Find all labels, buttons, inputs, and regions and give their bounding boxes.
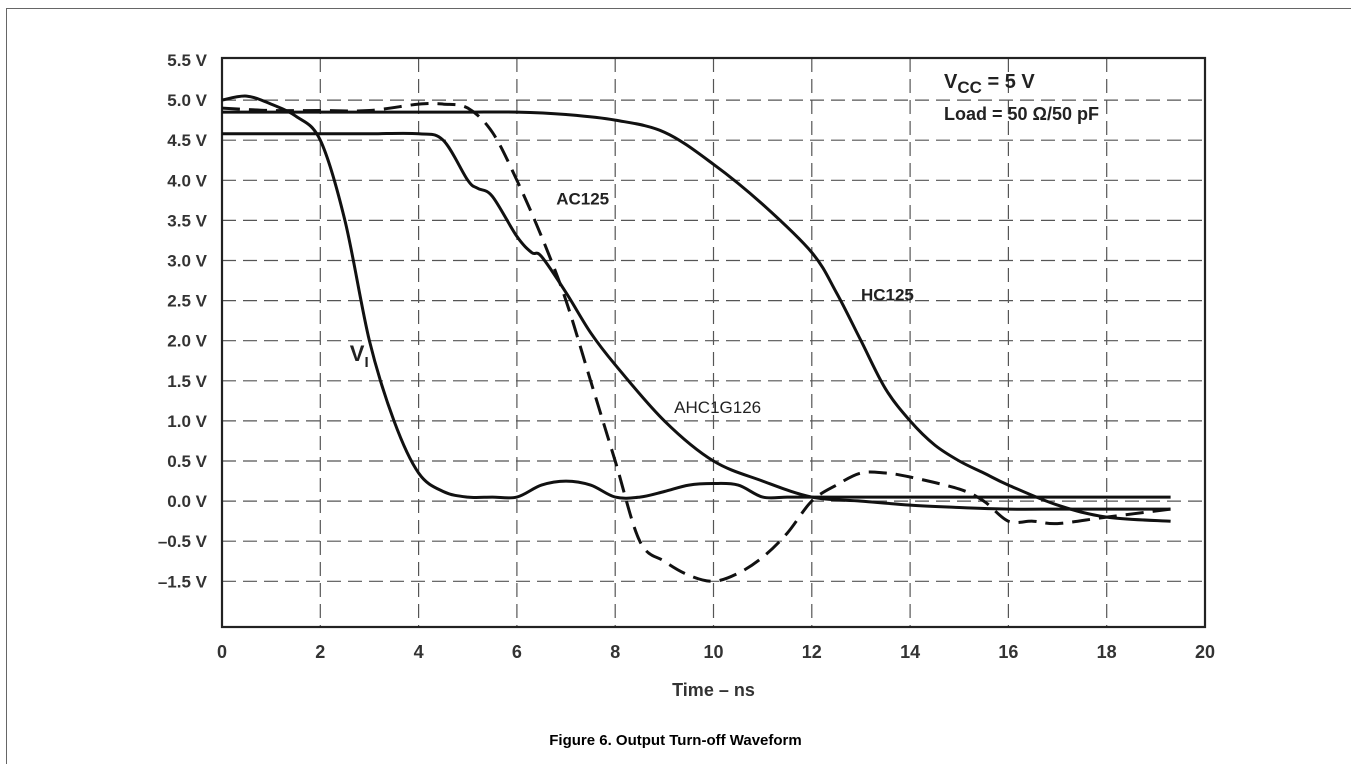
- x-tick-label: 0: [217, 642, 227, 662]
- y-tick-label: –0.5 V: [158, 532, 208, 551]
- y-tick-label: 1.5 V: [167, 372, 207, 391]
- y-tick-label: 5.5 V: [167, 51, 207, 70]
- x-tick-label: 6: [512, 642, 522, 662]
- x-tick-label: 10: [703, 642, 723, 662]
- y-tick-label: 2.5 V: [167, 292, 207, 311]
- series-label-ahc1g126: AHC1G126: [674, 398, 761, 417]
- y-tick-label: 0.0 V: [167, 492, 207, 511]
- series-label-vi: VI: [350, 341, 369, 371]
- series-line-hc125: [221, 110, 1171, 523]
- x-tick-label: 4: [414, 642, 424, 662]
- figure-caption: Figure 6. Output Turn-off Waveform: [549, 732, 802, 749]
- series-line-ac125: [221, 101, 1171, 583]
- vcc-annotation: VCC = 5 V: [944, 71, 1035, 97]
- y-tick-label: 0.5 V: [167, 452, 207, 471]
- y-tick-label: 3.0 V: [167, 252, 207, 271]
- series-line-ahc1g126: [222, 131, 1171, 511]
- x-tick-label: 20: [1195, 642, 1215, 662]
- x-tick-label: 14: [900, 642, 920, 662]
- x-tick-label: 8: [610, 642, 620, 662]
- y-tick-label: 3.5 V: [167, 211, 207, 230]
- waveform-chart: 5.5 V 5.0 V 4.5 V 4.0 V 3.5 V 3.0 V 2.5 V 2.0 V…: [158, 51, 1215, 700]
- series-label-ac125: AC125: [556, 189, 609, 208]
- figure-frame: [6, 8, 1351, 764]
- plot-border: [220, 56, 1207, 629]
- series-label-hc125: HC125: [861, 286, 914, 305]
- x-tick-label: 12: [802, 642, 822, 662]
- y-tick-label: 1.0 V: [167, 412, 207, 431]
- y-tick-label: 4.0 V: [167, 171, 207, 190]
- x-tick-label: 16: [998, 642, 1018, 662]
- load-annotation: Load = 50 Ω/50 pF: [944, 104, 1099, 124]
- y-tick-label: 4.5 V: [167, 131, 207, 150]
- y-tick-label: –1.5 V: [158, 572, 208, 591]
- x-axis-label: Time – ns: [672, 680, 755, 700]
- x-tick-label: 18: [1097, 642, 1117, 662]
- y-tick-label: 2.0 V: [167, 332, 207, 351]
- y-tick-label: 5.0 V: [167, 91, 207, 110]
- series-line-vi: [221, 94, 1171, 500]
- x-tick-label: 2: [315, 642, 325, 662]
